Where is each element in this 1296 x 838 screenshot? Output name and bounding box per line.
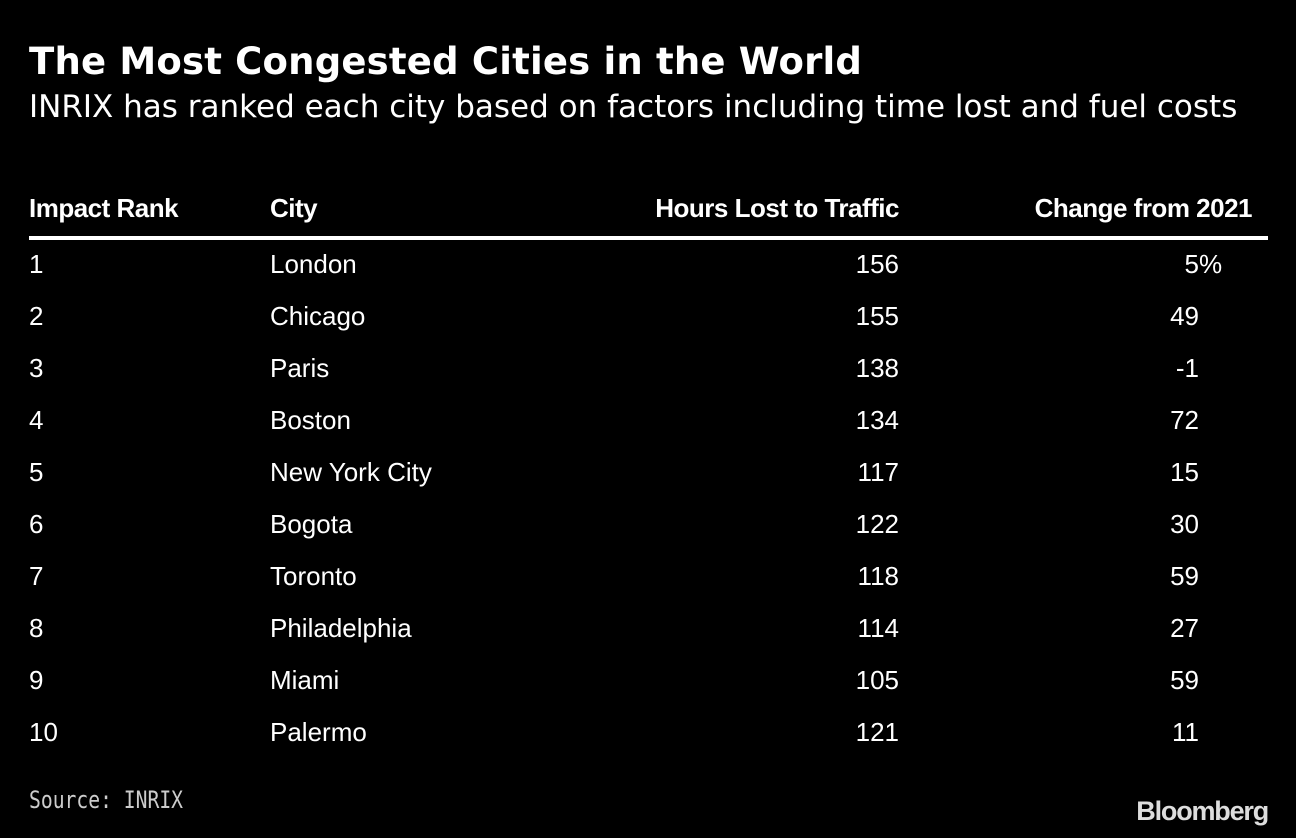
hours-cell: 105: [855, 665, 899, 695]
header-change: Change from 2021: [1034, 193, 1253, 223]
change-cell: 59: [1170, 550, 1225, 602]
hours-cell: 134: [855, 405, 899, 435]
rank-cell: 2: [29, 301, 44, 331]
change-value: 30: [1170, 509, 1199, 539]
change-cell: 49: [1170, 290, 1225, 342]
change-value: 72: [1170, 405, 1199, 435]
table-row: 1 London 156 5%: [0, 238, 1296, 290]
city-cell: Palermo: [270, 717, 367, 747]
hours-cell: 114: [857, 613, 899, 643]
table-row: 10 Palermo 121 11: [0, 706, 1296, 758]
table-row: 7 Toronto 118 59: [0, 550, 1296, 602]
rank-cell: 5: [29, 457, 44, 487]
city-cell: London: [270, 249, 357, 279]
table-row: 3 Paris 138 -1: [0, 342, 1296, 394]
change-cell: -1: [1176, 342, 1225, 394]
source-note: Source: INRIX: [29, 786, 184, 814]
change-cell: 5%: [1185, 238, 1225, 290]
change-value: 11: [1172, 717, 1199, 747]
bloomberg-logo: Bloomberg: [1136, 796, 1269, 826]
rank-cell: 6: [29, 509, 44, 539]
hours-cell: 117: [857, 457, 899, 487]
table-row: 8 Philadelphia 114 27: [0, 602, 1296, 654]
table-row: 6 Bogota 122 30: [0, 498, 1296, 550]
header-rule: [29, 236, 1268, 240]
change-value: 49: [1170, 301, 1199, 331]
header-hours-lost: Hours Lost to Traffic: [655, 193, 899, 223]
change-value: 15: [1170, 457, 1199, 487]
city-cell: New York City: [270, 457, 432, 487]
change-cell: 59: [1170, 654, 1225, 706]
change-value: -1: [1175, 353, 1199, 383]
hours-cell: 155: [855, 301, 899, 331]
city-cell: Philadelphia: [270, 613, 412, 643]
chart-title: The Most Congested Cities in the World: [29, 40, 863, 83]
hours-cell: 138: [855, 353, 899, 383]
change-cell: 30: [1170, 498, 1225, 550]
change-value: 27: [1170, 613, 1199, 643]
city-cell: Chicago: [270, 301, 366, 331]
table-row: 5 New York City 117 15: [0, 446, 1296, 498]
change-cell: 27: [1170, 602, 1225, 654]
change-value: 59: [1170, 665, 1199, 695]
table-row: 4 Boston 134 72: [0, 394, 1296, 446]
hours-cell: 118: [857, 561, 899, 591]
city-cell: Bogota: [270, 509, 353, 539]
change-cell: 72: [1170, 394, 1225, 446]
rank-cell: 3: [29, 353, 44, 383]
table-row: 2 Chicago 155 49: [0, 290, 1296, 342]
chart-subtitle: INRIX has ranked each city based on fact…: [29, 89, 1238, 125]
change-value: 5: [1184, 249, 1199, 279]
city-cell: Miami: [270, 665, 340, 695]
rank-cell: 1: [29, 249, 44, 279]
hours-cell: 122: [855, 509, 899, 539]
rank-cell: 8: [29, 613, 44, 643]
rank-cell: 7: [29, 561, 44, 591]
change-cell: 11: [1172, 706, 1225, 758]
hours-cell: 156: [855, 249, 899, 279]
city-cell: Paris: [270, 353, 330, 383]
table-row: 9 Miami 105 59: [0, 654, 1296, 706]
city-cell: Boston: [270, 405, 351, 435]
change-cell: 15: [1170, 446, 1225, 498]
header-city: City: [270, 193, 318, 223]
change-value: 59: [1170, 561, 1199, 591]
percent-unit: %: [1199, 249, 1223, 279]
city-cell: Toronto: [270, 561, 357, 591]
rank-cell: 9: [29, 665, 44, 695]
header-impact-rank: Impact Rank: [29, 193, 179, 223]
hours-cell: 121: [855, 717, 899, 747]
rank-cell: 4: [29, 405, 44, 435]
rank-cell: 10: [29, 717, 58, 747]
